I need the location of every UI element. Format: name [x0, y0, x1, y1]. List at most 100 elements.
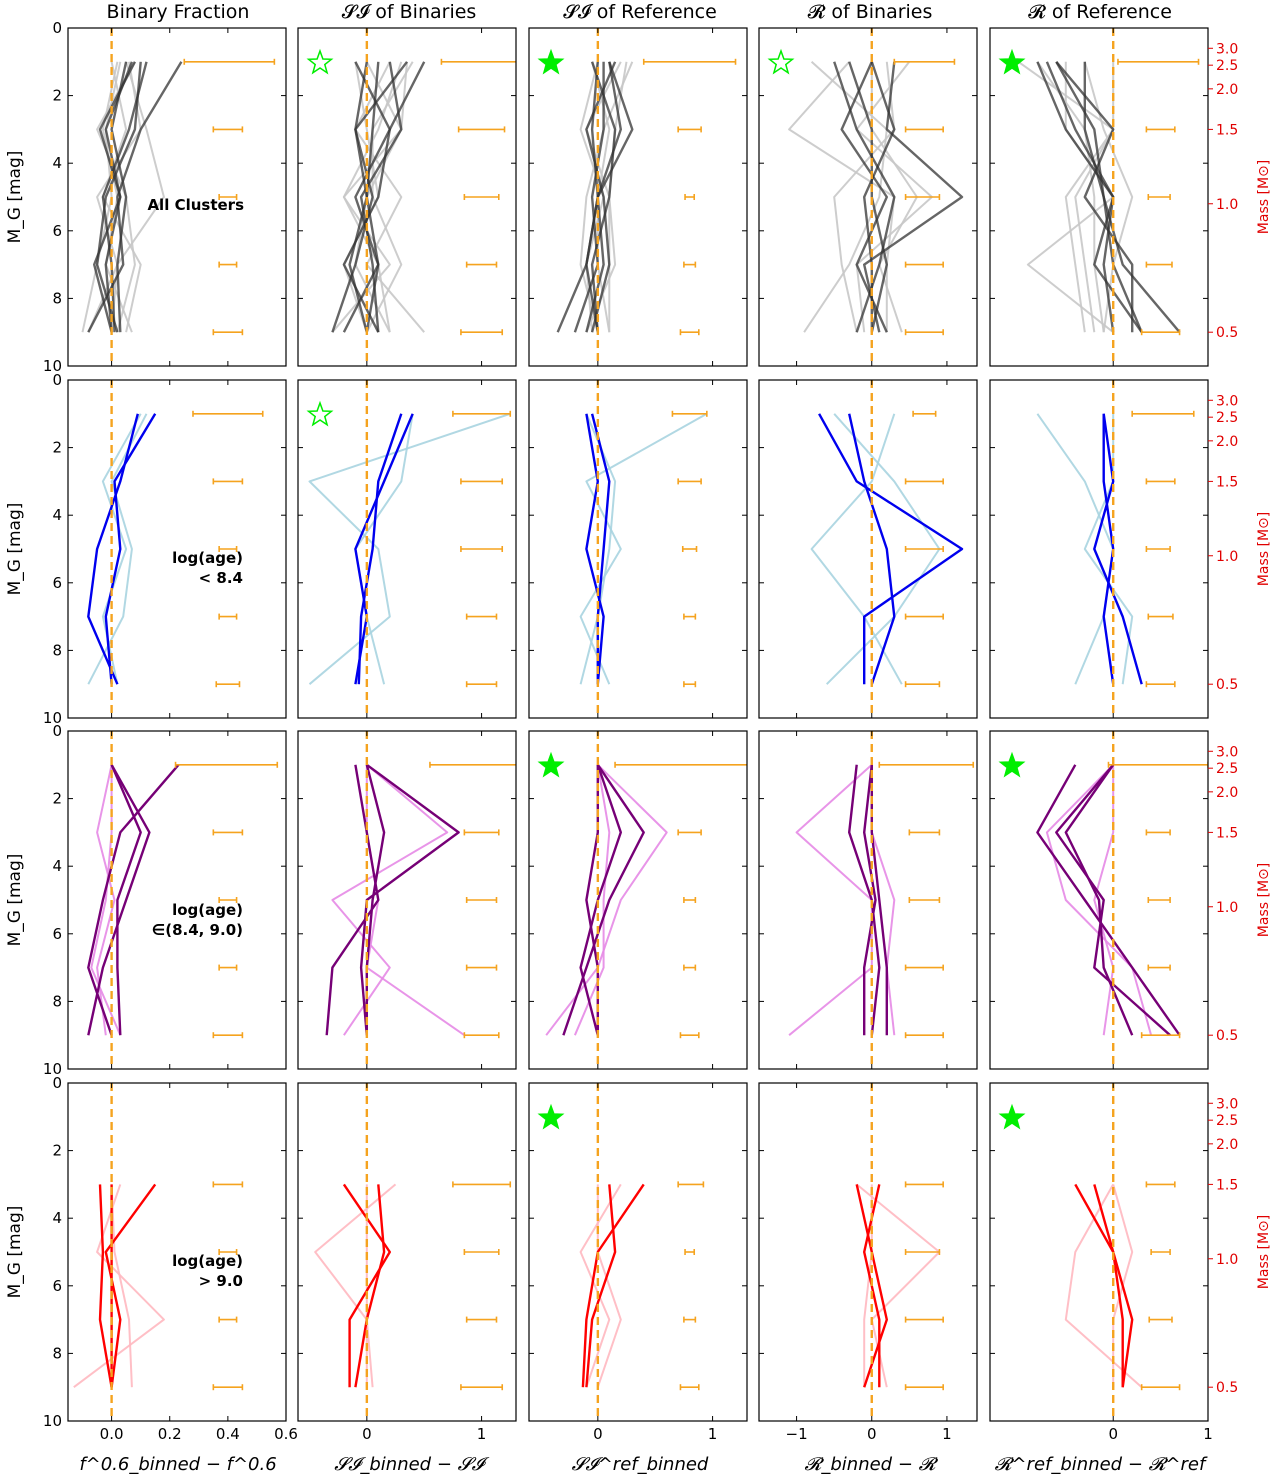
series-line-dark-3 — [1055, 61, 1134, 333]
series-line-dark-2 — [1064, 764, 1134, 1036]
panel-data — [87, 731, 279, 1069]
panel-frame — [528, 379, 748, 719]
panel-data — [81, 28, 276, 366]
series-line-dark-0 — [331, 61, 408, 333]
series-line-dark-1 — [1055, 764, 1171, 1037]
panel-frame — [528, 27, 748, 367]
mass-tick-label: 1.0 — [1216, 197, 1238, 213]
panel-frame — [67, 730, 287, 1070]
series-line-dark-0 — [1074, 1183, 1124, 1388]
x-tick-label: 1 — [1203, 1425, 1213, 1443]
mass-tick-label: 0.5 — [1216, 1380, 1238, 1396]
x-tick-label: 0 — [593, 1425, 603, 1443]
series-line-dark-0 — [562, 764, 645, 1036]
mass-axis-label: Mass [M⊙] — [1256, 863, 1272, 937]
panel-frame — [758, 1082, 978, 1422]
series-line-dark-1 — [357, 413, 403, 685]
series-line-dark-5 — [101, 61, 148, 333]
mass-tick-label: 1.5 — [1216, 825, 1238, 841]
mass-axis-label: Mass [M⊙] — [1256, 160, 1272, 234]
y-tick-label: 0 — [52, 722, 62, 740]
panel-r2-c2 — [528, 730, 748, 1070]
y-tick-label: 4 — [52, 857, 62, 875]
series-line-dark-3 — [110, 61, 128, 333]
series-line-light-1 — [579, 61, 634, 333]
series-line-dark-1 — [104, 413, 157, 685]
series-line-dark-0 — [1036, 764, 1181, 1036]
panel-frame — [989, 730, 1209, 1070]
series-line-light-0 — [1036, 413, 1115, 685]
x-tick-label: −1 — [786, 1425, 808, 1443]
open-star-icon — [306, 400, 334, 427]
series-line-dark-1 — [848, 413, 896, 685]
y-tick-label: 2 — [52, 87, 62, 105]
mass-tick-label: 1.5 — [1216, 122, 1238, 138]
filled-star-icon — [537, 48, 565, 75]
series-line-dark-4 — [104, 61, 134, 333]
series-line-dark-1 — [585, 1184, 617, 1388]
series-line-dark-0 — [585, 413, 605, 685]
mass-tick-label: 0.5 — [1216, 325, 1238, 341]
mass-tick-label: 3.0 — [1216, 41, 1238, 57]
panel-r1-c1 — [297, 379, 517, 719]
y-tick-label: 0 — [52, 371, 62, 389]
panel-frame — [67, 27, 287, 367]
panel-r3-c4: 0 1 3.02.5 2.0 1.5 1.0 0.5 Mass [M⊙] — [989, 1082, 1272, 1443]
panel-r2-c3 — [758, 730, 978, 1070]
col-title-2: 𝓢𝓘 of Reference — [563, 1, 717, 23]
x-tick-label: 0 — [362, 1425, 372, 1443]
series-line-light-1 — [1026, 61, 1115, 333]
y-tick-label: 10 — [43, 1060, 62, 1078]
series-line-light-1 — [90, 764, 122, 1036]
column-titles: Binary Fraction 𝓢𝓘 of Binaries 𝓢𝓘 of Ref… — [107, 1, 1172, 23]
series-line-dark-0 — [87, 413, 139, 685]
row-label-3: log(age) — [172, 1252, 243, 1270]
y-tick-label: 0 — [52, 19, 62, 37]
y-tick-label: 10 — [43, 1412, 62, 1430]
x-axis-labels: f^0.6_binned − f^0.6 𝓢𝓘_binned − 𝓢𝓘 𝓢𝓘^r… — [79, 1454, 1208, 1475]
panel-r1-c0: 0 2 4 6 8 10 M_G [mag] — [5, 371, 287, 727]
series-line-light-0 — [545, 764, 668, 1036]
panel-r0-c4: 3.02.5 2.0 1.5 1.0 0.5 Mass [M⊙] — [989, 27, 1272, 367]
y-axis-label: M_G [mag] — [5, 151, 25, 244]
series-line-dark-2 — [95, 61, 142, 333]
series-line-light-0 — [354, 413, 414, 685]
series-line-dark-1 — [1093, 1184, 1134, 1388]
col-title-4: 𝓡 of Reference — [1028, 1, 1172, 23]
panel-frame — [528, 730, 748, 1070]
series-line-light-1 — [87, 413, 148, 685]
panel-r0-c2 — [528, 27, 748, 367]
panel-data — [325, 731, 516, 1069]
mass-tick-label: 1.0 — [1216, 549, 1238, 565]
mass-tick-label: 2.5 — [1216, 410, 1238, 426]
panel-r1-c2 — [528, 379, 748, 719]
y-tick-label: 2 — [52, 790, 62, 808]
series-line-light-0 — [1045, 764, 1153, 1036]
x-tick-label: 0.2 — [158, 1425, 182, 1443]
x-tick-label: 1 — [942, 1425, 952, 1443]
series-line-dark-0 — [87, 764, 180, 1036]
panel-data — [314, 1083, 512, 1421]
series-line-dark-1 — [354, 1184, 386, 1388]
mass-tick-label: 1.0 — [1216, 900, 1238, 916]
y-axis-label: M_G [mag] — [5, 503, 25, 596]
x-tick-label: 0.6 — [274, 1425, 298, 1443]
series-line-dark-4 — [863, 61, 896, 333]
panel-frame — [67, 379, 287, 719]
x-tick-label: 1 — [708, 1425, 718, 1443]
series-line-light-0 — [856, 1183, 941, 1388]
series-line-dark-1 — [365, 764, 386, 1036]
y-tick-label: 4 — [52, 506, 62, 524]
mass-tick-label: 2.5 — [1216, 761, 1238, 777]
x-tick-label: 0 — [1108, 1425, 1118, 1443]
panel-data — [1064, 1083, 1181, 1421]
panel-data — [579, 1083, 705, 1421]
mass-tick-label: 3.0 — [1216, 744, 1238, 760]
panel-r0-c1 — [297, 27, 517, 367]
panel-data — [331, 28, 516, 366]
series-line-light-2 — [1036, 61, 1105, 333]
filled-star-icon — [537, 1103, 565, 1130]
y-tick-label: 2 — [52, 439, 62, 457]
panel-data — [1036, 731, 1208, 1069]
row-label-3: > 9.0 — [199, 1272, 243, 1290]
